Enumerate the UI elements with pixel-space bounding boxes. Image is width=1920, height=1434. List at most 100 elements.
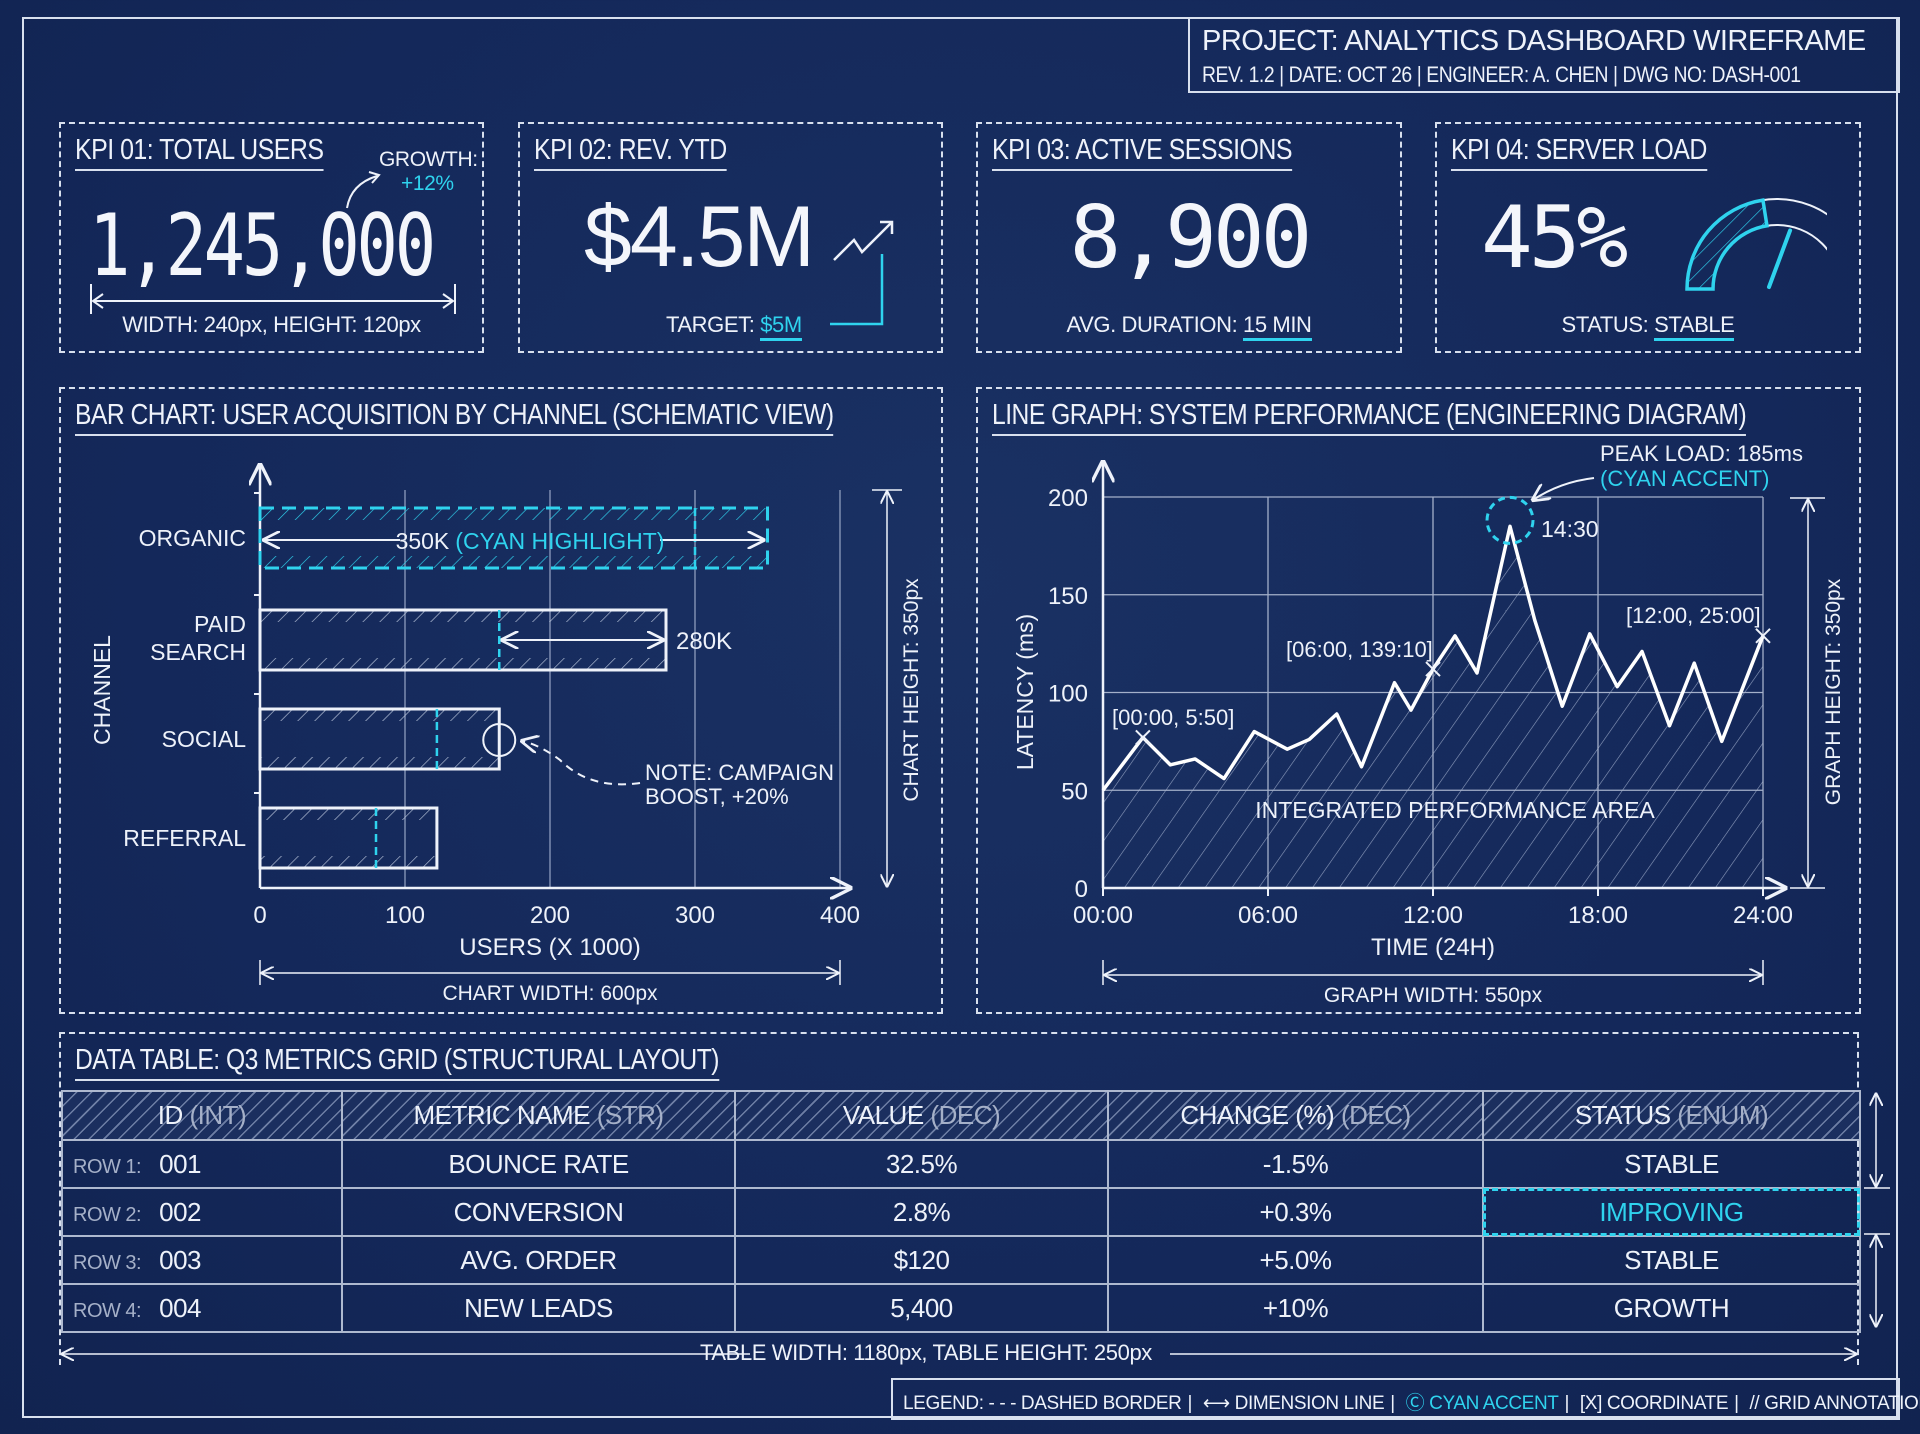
column-header[interactable]: METRIC NAME (STR) [341,1090,736,1141]
table-row[interactable]: ROW 1: 001 BOUNCE RATE 32.5% -1.5% STABLE [61,1139,1861,1189]
column-header[interactable]: VALUE (DEC) [734,1090,1109,1141]
value-cell: 32.5% [734,1139,1109,1189]
bar-organic [258,506,769,570]
table-row[interactable]: ROW 2: 002 CONVERSION 2.8% +0.3% IMPROVIN… [61,1187,1861,1237]
kpi-title: KPI 02: REV. YTD [534,134,727,171]
bar-referral [258,806,439,870]
column-header[interactable]: CHANGE (%) (DEC) [1107,1090,1484,1141]
paid-value-label: 280K [676,628,732,655]
metric-cell: NEW LEADS [341,1283,736,1333]
id-cell: ROW 3: 003 [61,1235,343,1285]
note-text: BOOST, +20% [645,784,789,809]
y-tick-label: 100 [1048,681,1088,708]
legend-cyan-accent: Ⓒ CYAN ACCENT [1405,1393,1559,1414]
bar-hatch-top [260,709,500,721]
peak-leader-arrow [1533,477,1595,500]
category-label: ORGANIC [139,525,246,551]
bar-social [258,707,501,771]
graph-height-label: GRAPH HEIGHT: 350px [1822,578,1845,805]
legend-dashed-border: - - - DASHED BORDER [988,1393,1182,1414]
table-dimension: TABLE WIDTH: 1180px, TABLE HEIGHT: 250px [700,1340,1152,1365]
bar-hatch-bottom [260,856,437,868]
kpi-card-revenue[interactable]: KPI 02: REV. YTD $4.5M TARGET: $5M [518,122,943,353]
x-tick-label: 24:00 [1733,902,1793,929]
metrics-table: ID (INT) METRIC NAME (STR) VALUE (DEC) CHAN… [61,1090,1861,1333]
gauge-fill [1685,198,1769,291]
organic-value-label: 350K [396,528,450,554]
kpi-value: 8,900 [1069,188,1313,288]
row-id: 003 [159,1244,202,1275]
x-tick-label: 0 [253,902,266,929]
kpi-card-server-load[interactable]: KPI 04: SERVER LOAD 45% STATUS: STABLE [1435,122,1861,353]
value-cell: $120 [734,1235,1109,1285]
status-label: STATUS: [1561,312,1649,337]
x-tick-label: 300 [675,902,715,929]
id-cell: ROW 4: 004 [61,1283,343,1333]
avg-duration-label: AVG. DURATION: [1066,312,1238,337]
kpi-dimension: WIDTH: 240px, HEIGHT: 120px [122,312,421,337]
legend-dimension-line: ⟷ DIMENSION LINE [1202,1393,1385,1414]
width-dimension-line [90,284,456,314]
title-block: PROJECT: ANALYTICS DASHBOARD WIREFRAME R… [1188,17,1900,93]
category-label: PAID SEARCH [150,611,246,665]
y-tick-label: 200 [1048,485,1088,512]
column-name: ID [157,1100,184,1130]
column-type: (DEC) [1340,1100,1411,1130]
kpi-value: 1,245,000 [89,196,436,296]
chart-width-label: CHART WIDTH: 600px [442,982,658,1005]
column-name: CHANGE (%) [1180,1100,1335,1130]
bar-hatch-top [260,508,768,520]
x-tick-label: 200 [530,902,570,929]
metric-cell: BOUNCE RATE [341,1139,736,1189]
value-cell: 2.8% [734,1187,1109,1237]
coordinate-label: [06:00, 139:10] [1286,637,1433,662]
avg-duration-value: 15 MIN [1243,312,1312,341]
x-tick-label: 00:00 [1073,902,1133,929]
y-axis-label: CHANNEL [89,635,115,745]
organic-note: (CYAN HIGHLIGHT) [455,528,664,554]
kpi-title: KPI 04: SERVER LOAD [1451,134,1707,171]
social-highlight-circle [482,723,517,757]
category-label: REFERRAL [123,825,246,851]
peak-time-label: 14:30 [1541,516,1599,542]
status-cell: IMPROVING [1482,1187,1861,1237]
column-type: (ENUM) [1677,1100,1769,1130]
metric-cell: CONVERSION [341,1187,736,1237]
status-cell: STABLE [1482,1139,1861,1189]
project-title: PROJECT: ANALYTICS DASHBOARD WIREFRAME [1202,25,1866,57]
project-meta: REV. 1.2 | DATE: OCT 26 | ENGINEER: A. C… [1202,62,1801,87]
table-row[interactable]: ROW 4: 004 NEW LEADS 5,400 +10% GROWTH [61,1283,1861,1333]
x-tick-label: 12:00 [1403,902,1463,929]
peak-highlight-circle [1485,495,1535,545]
change-cell: +10% [1107,1283,1484,1333]
y-tick-label: 0 [1075,876,1088,903]
category-label-line: SEARCH [150,639,246,665]
column-header[interactable]: ID (INT) [61,1090,343,1141]
kpi-value: 45% [1481,188,1628,288]
status-cell: STABLE [1482,1235,1861,1285]
note-leader-arrow [522,741,641,786]
status: STATUS: STABLE [1437,312,1859,341]
table-row[interactable]: ROW 3: 003 AVG. ORDER $120 +5.0% STABLE [61,1235,1861,1285]
note-text: NOTE: CAMPAIGN [645,760,834,785]
value-cell: 5,400 [734,1283,1109,1333]
column-header[interactable]: STATUS (ENUM) [1482,1090,1861,1141]
category-label: SOCIAL [162,726,247,752]
kpi-value: $4.5M [584,189,815,285]
coordinate-marker [1755,628,1771,644]
row-id: 004 [159,1292,202,1323]
column-type: (DEC) [930,1100,1001,1130]
avg-duration: AVG. DURATION: 15 MIN [978,312,1400,341]
bar-chart-panel: BAR CHART: USER ACQUISITION BY CHANNEL (… [59,387,943,1014]
row-label: ROW 2: [73,1203,142,1226]
kpi-card-total-users[interactable]: KPI 01: TOTAL USERS GROWTH: +12% 1,245,0… [59,122,484,353]
bar-chart-title: BAR CHART: USER ACQUISITION BY CHANNEL (… [75,399,834,436]
growth-arrow-icon [346,171,381,209]
column-name: VALUE [842,1100,924,1130]
id-cell: ROW 1: 001 [61,1139,343,1189]
kpi-card-active-sessions[interactable]: KPI 03: ACTIVE SESSIONS 8,900 AVG. DURAT… [976,122,1402,353]
table-panel: DATA TABLE: Q3 METRICS GRID (STRUCTURAL … [59,1032,1859,1365]
column-type: (INT) [189,1100,247,1130]
x-tick-label: 18:00 [1568,902,1628,929]
row-label: ROW 4: [73,1299,142,1322]
